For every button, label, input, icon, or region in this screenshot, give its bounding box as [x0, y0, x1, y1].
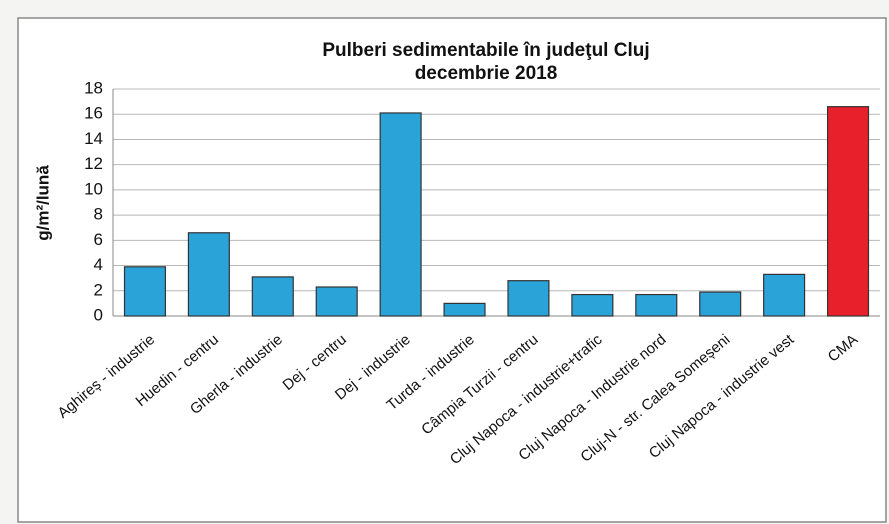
y-tick-label: 16	[84, 104, 103, 123]
chart-subtitle: decembrie 2018	[415, 63, 558, 84]
y-tick-label: 2	[94, 280, 103, 299]
bar	[379, 112, 422, 317]
chart-title: Pulberi sedimentabile în judeţul Cluj	[322, 40, 649, 61]
bar	[443, 302, 486, 317]
y-tick-label: 8	[94, 205, 103, 224]
bar	[699, 291, 742, 317]
y-tick-label: 14	[84, 129, 103, 148]
bar	[187, 232, 230, 317]
bar	[763, 273, 806, 317]
y-tick-label: 18	[84, 78, 103, 97]
y-tick-label: 0	[94, 305, 103, 324]
y-tick-label: 6	[94, 230, 103, 249]
y-axis-label: g/m²/lună	[33, 165, 52, 241]
y-tick-label: 10	[84, 179, 103, 198]
bar	[315, 286, 358, 317]
bar	[123, 266, 167, 317]
bar	[251, 276, 294, 317]
y-tick-label: 4	[94, 255, 103, 274]
y-tick-label: 12	[84, 154, 103, 173]
bar	[635, 293, 678, 317]
bar	[826, 106, 870, 317]
bar	[571, 293, 614, 317]
bar	[507, 280, 550, 317]
